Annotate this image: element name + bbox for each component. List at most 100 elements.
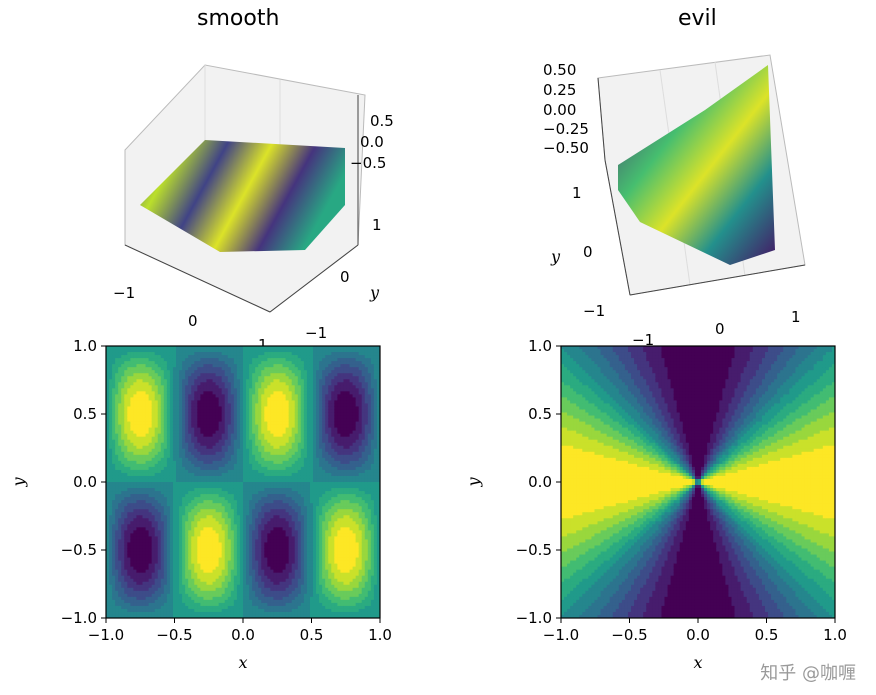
- contour-cell: [124, 575, 128, 580]
- contour-cell: [197, 608, 201, 613]
- contour-cell: [115, 454, 119, 459]
- contour-cell: [163, 373, 168, 377]
- contour-cell: [169, 403, 174, 407]
- contour-cell: [179, 545, 183, 549]
- contour-cell: [136, 587, 140, 592]
- contour-cell: [191, 403, 195, 407]
- contour-cell: [209, 551, 214, 556]
- contour-cell: [249, 506, 253, 510]
- contour-cell: [127, 515, 131, 519]
- contour-cell: [206, 394, 211, 398]
- contour-cell: [224, 587, 229, 592]
- contour-cell: [239, 515, 244, 519]
- contour-cell: [151, 488, 156, 492]
- contour-cell: [142, 478, 147, 483]
- contour-cell: [215, 494, 220, 498]
- contour-cell: [182, 439, 186, 444]
- contour-cell: [233, 373, 238, 377]
- contour-cell: [179, 551, 183, 556]
- contour-cell: [185, 521, 189, 525]
- contour-cell: [200, 406, 204, 410]
- contour-cell: [163, 463, 168, 468]
- contour-cell: [188, 352, 192, 356]
- contour-cell: [133, 433, 137, 438]
- contour-cell: [239, 409, 244, 413]
- contour-cell: [118, 361, 122, 365]
- contour-cell: [200, 469, 204, 474]
- contour-cell: [127, 355, 131, 359]
- contour-cell: [258, 475, 262, 480]
- contour-cell: [191, 518, 195, 522]
- contour-cell: [236, 602, 241, 607]
- contour-cell: [163, 391, 168, 395]
- contour-cell: [197, 560, 201, 565]
- contour-cell: [176, 596, 180, 601]
- contour-cell: [139, 500, 144, 504]
- contour-cell: [133, 346, 137, 350]
- contour-cell: [215, 521, 220, 525]
- contour-cell: [188, 364, 192, 368]
- contour-cell: [169, 463, 174, 468]
- contour-cell: [182, 406, 186, 410]
- contour-cell: [166, 466, 171, 471]
- contour-cell: [230, 539, 235, 543]
- contour-cell: [151, 430, 156, 435]
- contour-cell: [243, 596, 247, 601]
- contour-cell: [130, 521, 134, 525]
- contour-cell: [249, 491, 253, 495]
- contour-cell: [148, 581, 153, 586]
- contour-cell: [197, 614, 201, 619]
- contour-cell: [212, 394, 217, 398]
- contour-cell: [136, 466, 140, 471]
- contour-cell: [109, 563, 113, 568]
- contour-cell: [212, 500, 217, 504]
- contour-cell: [267, 611, 271, 616]
- contour-cell: [139, 503, 144, 507]
- contour-cell: [142, 451, 147, 456]
- contour-cell: [121, 548, 125, 553]
- contour-cell: [206, 605, 211, 610]
- contour-cell: [221, 488, 226, 492]
- contour-cell: [106, 433, 110, 438]
- contour-cell: [212, 373, 217, 377]
- contour-cell: [109, 530, 113, 534]
- contour-cell: [206, 608, 211, 613]
- contour-cell: [264, 430, 268, 435]
- contour-cell: [261, 472, 265, 477]
- contour-cell: [261, 448, 265, 453]
- contour-cell: [112, 581, 116, 586]
- contour-cell: [133, 605, 137, 610]
- contour-cell: [179, 472, 183, 477]
- contour-cell: [212, 491, 217, 495]
- contour-cell: [160, 506, 165, 510]
- contour-cell: [215, 509, 220, 513]
- contour-cell: [136, 445, 140, 450]
- contour-cell: [182, 518, 186, 522]
- contour-cell: [157, 472, 162, 477]
- contour-cell: [261, 442, 265, 447]
- contour-cell: [160, 385, 165, 389]
- contour-cell: [206, 445, 211, 450]
- contour-cell: [148, 536, 153, 540]
- contour-cell: [243, 482, 247, 486]
- contour-cell: [157, 436, 162, 441]
- contour-cell: [221, 370, 226, 374]
- contour-cell: [172, 418, 177, 423]
- contour-cell: [172, 536, 177, 540]
- contour-cell: [249, 554, 253, 559]
- contour-cell: [172, 400, 177, 404]
- contour-cell: [227, 418, 232, 423]
- contour-cell: [106, 569, 110, 574]
- smooth-x-tick: 0: [188, 312, 198, 330]
- contour-cell: [243, 466, 247, 471]
- contour-cell: [182, 590, 186, 595]
- contour-cell: [194, 488, 198, 492]
- contour-cell: [185, 445, 189, 450]
- contour-cell: [133, 424, 137, 429]
- contour-cell: [130, 412, 134, 417]
- contour-cell: [136, 488, 140, 492]
- contour-cell: [182, 494, 186, 498]
- contour-cell: [239, 590, 244, 595]
- contour-cell: [139, 433, 144, 438]
- contour-cell: [166, 457, 171, 462]
